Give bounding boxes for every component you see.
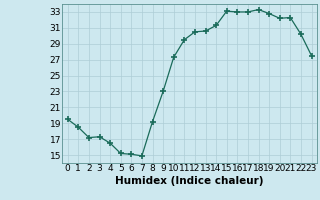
X-axis label: Humidex (Indice chaleur): Humidex (Indice chaleur) [115, 176, 264, 186]
